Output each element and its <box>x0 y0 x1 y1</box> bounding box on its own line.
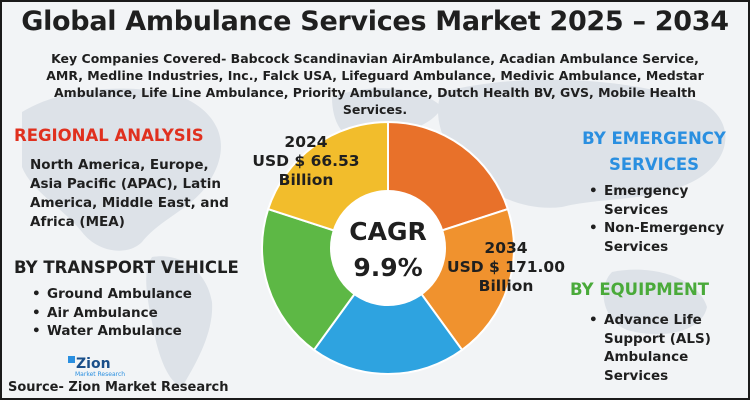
svg-text:Market Research: Market Research <box>75 371 125 378</box>
list-item: Emergency Services <box>587 182 737 219</box>
source-text: Source- Zion Market Research <box>8 380 229 395</box>
list-item: Air Ambulance <box>30 304 230 323</box>
equipment-heading: BY EQUIPMENT <box>570 280 710 299</box>
page-title: Global Ambulance Services Market 2025 – … <box>21 6 729 37</box>
transport-vehicle-heading: BY TRANSPORT VEHICLE <box>14 258 239 277</box>
market-donut <box>261 120 515 375</box>
list-item: Ground Ambulance <box>30 285 230 304</box>
year-2024: 2024 <box>284 133 328 151</box>
list-item: Non-Emergency Services <box>587 219 737 256</box>
emergency-heading-line1: BY EMERGENCY <box>582 129 726 148</box>
emergency-services-list: Emergency Services Non-Emergency Service… <box>587 182 737 256</box>
unit-2024: Billion <box>278 171 334 189</box>
key-companies-text: Key Companies Covered- Babcock Scandinav… <box>46 51 704 117</box>
year-2024-label: 2024 USD $ 66.53 Billion <box>242 133 370 190</box>
unit-2034: Billion <box>478 277 534 295</box>
donut-segment <box>312 246 464 375</box>
list-item: Advance Life Support (ALS) Ambulance Ser… <box>587 311 737 385</box>
regional-analysis-heading: REGIONAL ANALYSIS <box>14 126 204 145</box>
cagr-value: 9.9% <box>353 253 423 282</box>
emergency-services-heading: BY EMERGENCY SERVICES <box>564 126 744 178</box>
donut-center <box>330 190 446 306</box>
zion-logo: Zion Market Research <box>68 356 125 378</box>
year-2034-label: 2034 USD $ 171.00 Billion <box>444 239 568 296</box>
value-2034: USD $ 171.00 <box>446 258 565 276</box>
emergency-heading-line2: SERVICES <box>608 155 700 174</box>
list-item: Water Ambulance <box>30 322 230 341</box>
year-2034: 2034 <box>484 239 528 257</box>
cagr-badge: CAGR 9.9% <box>338 214 438 286</box>
value-2024: USD $ 66.53 <box>252 152 360 170</box>
cagr-label: CAGR <box>349 217 427 246</box>
regional-analysis-text: North America, Europe, Asia Pacific (APA… <box>30 157 229 230</box>
equipment-list: Advance Life Support (ALS) Ambulance Ser… <box>587 311 737 385</box>
svg-text:Zion: Zion <box>76 356 111 372</box>
transport-vehicle-list: Ground Ambulance Air Ambulance Water Amb… <box>30 285 230 341</box>
